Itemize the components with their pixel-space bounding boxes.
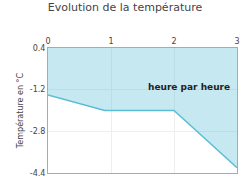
svg-text:Température en °C: Température en °C (15, 72, 25, 149)
svg-text:3: 3 (234, 37, 239, 46)
svg-text:1: 1 (108, 37, 113, 46)
svg-text:0.4: 0.4 (33, 44, 46, 53)
svg-text:Evolution de la température: Evolution de la température (48, 1, 203, 14)
svg-text:0: 0 (45, 37, 50, 46)
svg-text:-4.4: -4.4 (30, 169, 46, 178)
svg-text:heure par heure: heure par heure (148, 82, 230, 92)
svg-text:-1.2: -1.2 (30, 85, 46, 94)
svg-text:2: 2 (171, 37, 176, 46)
svg-text:-2.8: -2.8 (30, 127, 46, 136)
